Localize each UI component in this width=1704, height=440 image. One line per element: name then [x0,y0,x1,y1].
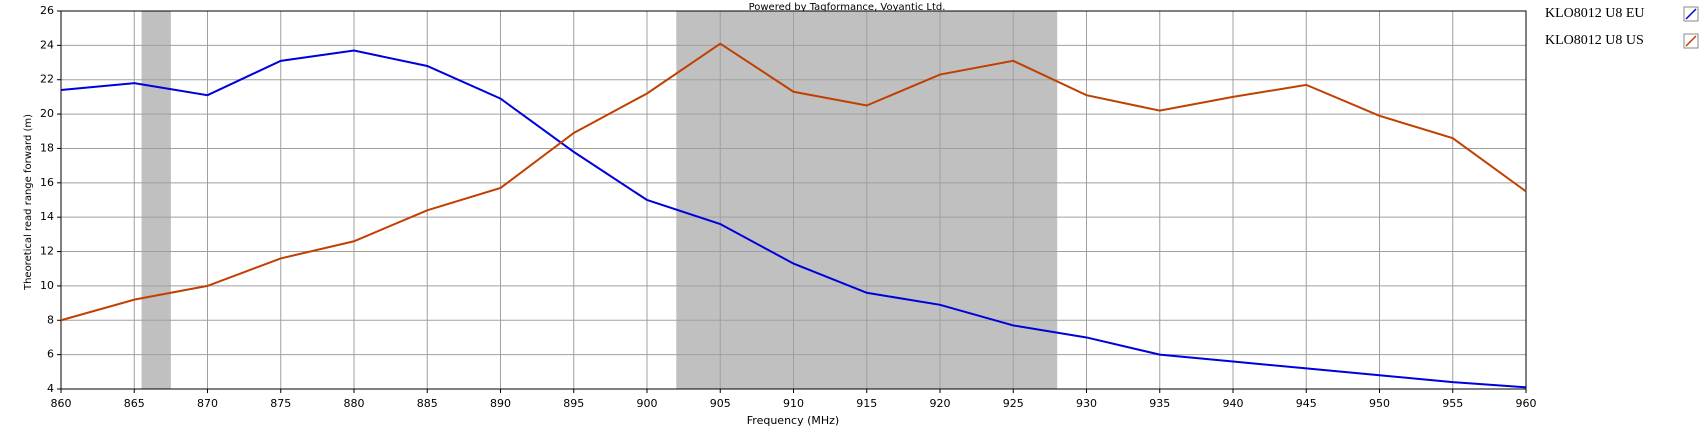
annotation: Powered by Tagformance, Voyantic Ltd. [749,2,946,13]
y-tick-label: 8 [47,313,54,326]
y-tick-label: 26 [40,4,54,17]
x-tick-label: 925 [1003,397,1024,410]
x-tick-label: 930 [1076,397,1097,410]
x-tick-label: 905 [710,397,731,410]
y-axis-label: Theoretical read range forward (m) [23,114,34,291]
x-tick-label: 945 [1296,397,1317,410]
x-tick-label: 935 [1149,397,1170,410]
x-tick-label: 875 [270,397,291,410]
shaded-band [141,11,171,389]
x-tick-label: 880 [344,397,365,410]
x-tick-label: 860 [51,397,72,410]
x-tick-label: 890 [490,397,511,410]
y-tick-label: 10 [40,279,54,292]
x-tick-label: 895 [563,397,584,410]
y-tick-label: 4 [47,382,54,395]
y-tick-label: 14 [40,210,54,223]
x-tick-label: 955 [1442,397,1463,410]
x-tick-label: 915 [856,397,877,410]
data-line [60,49,1527,389]
x-tick-label: 865 [124,397,145,410]
legend-label: KLO8012 U8 US [1545,33,1644,48]
x-tick-label: 910 [783,397,804,410]
x-tick-label: 920 [930,397,951,410]
legend-label: KLO8012 U8 EU [1545,6,1645,21]
y-tick-label: 22 [40,73,54,86]
x-tick-label: 960 [1516,397,1537,410]
y-tick-label: 18 [40,141,54,154]
x-tick-label: 950 [1369,397,1390,410]
y-tick-label: 20 [40,107,54,120]
x-tick-label: 900 [637,397,658,410]
legend: KLO8012 U8 EU KLO8012 U8 US [1545,6,1699,49]
legend-swatch-line [1685,35,1697,47]
x-tick-label: 885 [417,397,438,410]
x-tick-label: 940 [1223,397,1244,410]
x-tick-label: 870 [197,397,218,410]
y-tick-label: 6 [47,348,54,361]
data-line [60,42,1527,322]
x-axis-label: Frequency (MHz) [747,414,839,427]
y-tick-label: 16 [40,176,54,189]
y-tick-label: 24 [40,38,54,51]
y-tick-label: 12 [40,245,54,258]
legend-swatch-line [1685,8,1697,20]
plot-frame [60,10,1527,390]
